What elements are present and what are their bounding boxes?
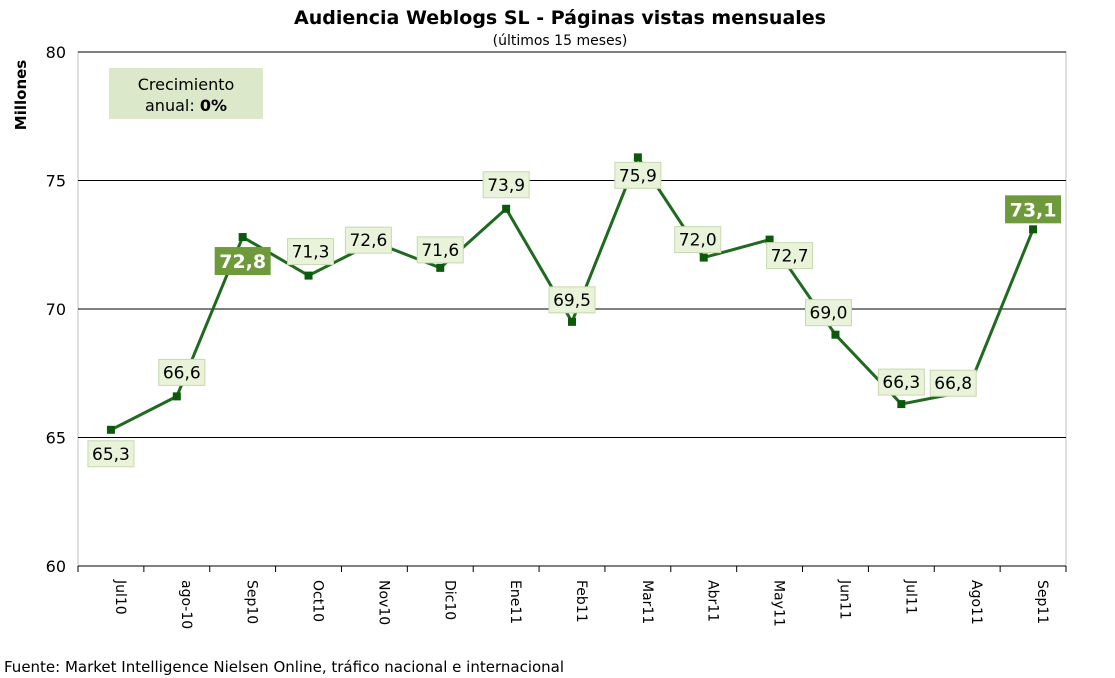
growth-annotation-box <box>109 68 263 119</box>
data-point-Dic10 <box>436 263 445 272</box>
data-label-box <box>674 226 722 254</box>
data-label-box <box>287 238 335 266</box>
y-axis-ticks: 60 65 70 75 80 <box>46 43 66 576</box>
y-tick-label-70: 70 <box>46 300 66 319</box>
chart-subtitle: (últimos 15 meses) <box>493 33 628 49</box>
y-tick-label-60: 60 <box>46 557 66 576</box>
data-label-text: 72,7 <box>771 247 809 267</box>
data-label-Mar11: 75,9 <box>614 161 662 189</box>
data-label-text: 66,6 <box>163 363 201 383</box>
data-label-text: 72,0 <box>679 231 717 251</box>
x-tick-label-Feb11: Feb11 <box>573 580 589 623</box>
data-point-Jun11 <box>831 330 840 339</box>
data-label-Dic10: 71,6 <box>416 236 464 264</box>
data-label-box <box>548 286 596 314</box>
data-point-Jul10 <box>106 425 115 434</box>
x-tick-label-Jul10: Jul10 <box>112 579 128 615</box>
x-tick-label-ago-10: ago-10 <box>178 580 194 629</box>
data-label-Ago11: 66,8 <box>929 369 977 397</box>
growth-annotation-line1: Crecimiento <box>138 75 235 94</box>
data-label-box <box>416 236 464 264</box>
data-label-text: 72,6 <box>349 231 387 251</box>
data-label-Oct10: 71,3 <box>287 238 335 266</box>
data-label-text: 66,8 <box>934 374 972 394</box>
x-tick-label-Jul11: Jul11 <box>902 579 918 615</box>
x-tick-label-Oct10: Oct10 <box>310 580 326 622</box>
y-axis-label: Millones <box>12 60 30 131</box>
y-tick-label-65: 65 <box>46 429 66 448</box>
data-label-text: 66,3 <box>882 373 920 393</box>
x-tick-label-Sep10: Sep10 <box>244 580 260 624</box>
x-tick-label-Jun11: Jun11 <box>836 579 852 620</box>
data-label-box <box>804 299 852 327</box>
data-point-Sep10 <box>238 233 247 242</box>
data-point-Abr11 <box>699 253 708 262</box>
data-point-May11 <box>765 235 774 244</box>
data-label-Jun11: 69,0 <box>804 299 852 327</box>
data-label-box <box>214 247 271 276</box>
chart-title: Audiencia Weblogs SL - Páginas vistas me… <box>294 7 826 29</box>
growth-annotation-prefix: anual: <box>145 96 200 115</box>
x-tick-label-May11: May11 <box>771 580 787 627</box>
data-label-May11: 72,7 <box>766 242 814 270</box>
x-tick-label-Ago11: Ago11 <box>968 580 984 625</box>
data-label-text: 69,5 <box>553 291 591 311</box>
data-point-Mar11 <box>633 153 642 162</box>
y-tick-label-75: 75 <box>46 172 66 191</box>
data-point-Sep11 <box>1029 225 1038 234</box>
growth-annotation-line2: anual: 0% <box>145 96 227 115</box>
x-tick-label-Dic10: Dic10 <box>441 580 457 620</box>
data-label-Nov10: 72,6 <box>344 226 392 254</box>
data-label-box <box>1005 195 1062 224</box>
data-label-box <box>929 369 977 397</box>
x-tick-label-Ene11: Ene11 <box>507 580 523 624</box>
data-label-box <box>877 368 925 396</box>
data-label-box <box>344 226 392 254</box>
data-label-Feb11: 69,5 <box>548 286 596 314</box>
data-label-text: 73,1 <box>1010 199 1057 221</box>
x-tick-label-Mar11: Mar11 <box>639 580 655 624</box>
data-label-box <box>158 358 206 386</box>
x-tick-label-Sep11: Sep11 <box>1034 580 1050 624</box>
data-point-ago-10 <box>172 392 181 401</box>
data-label-ago-10: 66,6 <box>158 358 206 386</box>
data-point-Feb11 <box>568 317 576 326</box>
data-label-box <box>614 161 662 189</box>
data-point-Jul11 <box>897 400 906 409</box>
y-tick-label-80: 80 <box>46 43 66 62</box>
data-label-box <box>766 242 814 270</box>
data-label-box <box>482 171 530 199</box>
data-label-text: 71,3 <box>292 243 330 263</box>
data-labels: 65,3 66,6 72,8 71,3 72,6 71,6 73,9 69,5 75,9 72,0… <box>87 161 1062 468</box>
data-label-Sep10: 72,8 <box>214 247 271 276</box>
data-label-text: 69,0 <box>810 304 848 324</box>
data-label-Abr11: 72,0 <box>674 226 722 254</box>
data-label-text: 65,3 <box>92 445 130 465</box>
data-label-text: 72,8 <box>219 251 266 273</box>
data-label-Sep11: 73,1 <box>1005 195 1062 224</box>
data-label-Jul10: 65,3 <box>87 440 135 468</box>
data-label-box <box>87 440 135 468</box>
source-note: Fuente: Market Intelligence Nielsen Onli… <box>4 658 564 676</box>
data-label-Ene11: 73,9 <box>482 171 530 199</box>
data-point-Ene11 <box>502 204 511 213</box>
data-label-Jul11: 66,3 <box>877 368 925 396</box>
data-label-text: 73,9 <box>487 176 525 196</box>
data-point-Oct10 <box>304 271 313 280</box>
x-axis: Jul10 ago-10 Sep10 Oct10 Nov10 Dic10 Ene11 Feb1… <box>77 565 1067 629</box>
data-label-text: 71,6 <box>421 241 459 261</box>
growth-annotation-value: 0% <box>200 96 227 115</box>
data-label-text: 75,9 <box>619 166 657 186</box>
x-tick-label-Nov10: Nov10 <box>375 580 391 625</box>
growth-annotation: Crecimiento anual: 0% <box>109 68 263 119</box>
x-tick-label-Abr11: Abr11 <box>705 580 721 622</box>
